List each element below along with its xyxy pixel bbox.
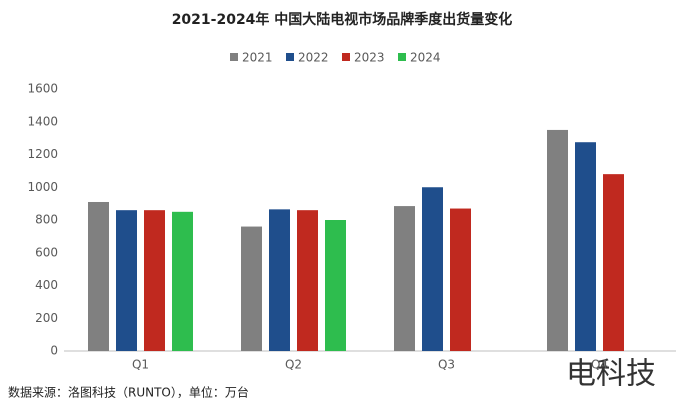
bar <box>172 211 193 351</box>
bar <box>88 201 109 351</box>
y-tick-label: 0 <box>50 344 58 358</box>
source-note: 数据来源：洛图科技（RUNTO），单位：万台 <box>8 385 249 400</box>
bar <box>325 220 346 351</box>
bar <box>269 209 290 351</box>
bar <box>116 210 137 351</box>
legend-swatch <box>398 53 406 61</box>
y-tick-label: 800 <box>35 213 58 227</box>
bar <box>603 174 624 351</box>
bar <box>575 142 596 351</box>
y-tick-label: 1400 <box>27 114 58 128</box>
legend-label: 2021 <box>242 51 273 65</box>
bar <box>144 210 165 351</box>
legend-label: 2024 <box>410 51 441 65</box>
bar <box>241 226 262 351</box>
x-tick-label: Q3 <box>438 358 455 372</box>
y-tick-label: 1200 <box>27 147 58 161</box>
x-tick-label: Q1 <box>132 358 149 372</box>
y-tick-label: 1600 <box>27 82 58 96</box>
bar <box>422 187 443 351</box>
legend-swatch <box>342 53 350 61</box>
bar <box>450 208 471 351</box>
legend-label: 2023 <box>354 51 385 65</box>
bar <box>547 129 568 351</box>
y-tick-label: 1000 <box>27 180 58 194</box>
legend-swatch <box>230 53 238 61</box>
legend-label: 2022 <box>298 51 329 65</box>
y-tick-label: 400 <box>35 278 58 292</box>
x-tick-label: Q2 <box>285 358 302 372</box>
x-tick-label: Q4 <box>591 358 608 372</box>
bar <box>297 210 318 351</box>
y-tick-label: 200 <box>35 311 58 325</box>
legend-swatch <box>286 53 294 61</box>
bar <box>394 206 415 351</box>
watermark: 电科技 <box>566 357 656 392</box>
y-tick-label: 600 <box>35 245 58 259</box>
chart-title: 2021-2024年 中国大陆电视市场品牌季度出货量变化 <box>172 11 513 28</box>
